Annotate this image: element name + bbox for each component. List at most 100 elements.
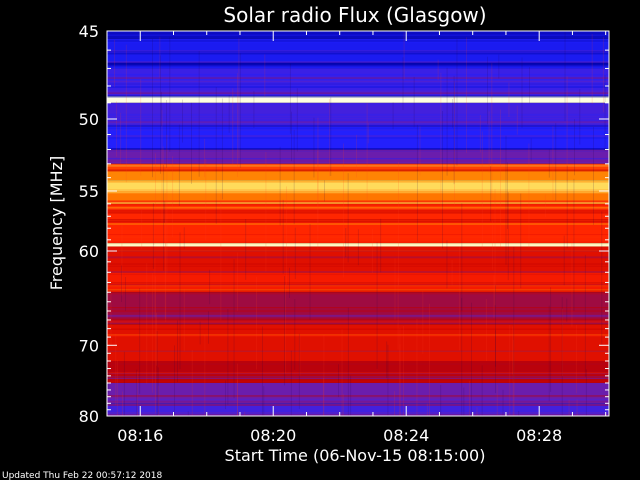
streak-v: [550, 287, 552, 392]
streak-v: [456, 39, 458, 166]
streak-h: [107, 64, 609, 66]
streak-v: [529, 67, 530, 104]
streak-v: [313, 117, 315, 178]
streak-v: [521, 57, 523, 128]
streak-h: [107, 328, 609, 330]
streak-v: [191, 102, 192, 184]
streak-v: [544, 194, 546, 218]
streak-v: [463, 387, 465, 416]
streak-v: [204, 334, 206, 416]
streak-v: [488, 111, 490, 173]
streak-v: [120, 112, 122, 166]
streak-v: [256, 276, 257, 370]
streak-v: [566, 298, 568, 322]
y-tick-label: 50: [79, 110, 99, 129]
streak-v: [165, 192, 167, 322]
streak-v: [261, 326, 263, 416]
streak-h: [107, 122, 609, 124]
streak-v: [220, 194, 222, 321]
streak-v: [422, 290, 424, 354]
streak-h: [107, 265, 609, 267]
streak-v: [507, 192, 509, 281]
x-tick-label: 08:24: [383, 426, 429, 445]
streak-v: [116, 360, 118, 416]
streak-v: [121, 265, 122, 302]
streak-v: [429, 303, 430, 416]
streak-v: [403, 32, 405, 80]
streak-v: [183, 288, 185, 352]
streak-h: [107, 401, 609, 403]
streak-h: [107, 371, 609, 373]
streak-h: [107, 335, 609, 337]
streak-v: [323, 334, 325, 416]
x-axis: 08:16 08:20 08:24 08:28: [117, 31, 607, 445]
streak-h: [107, 400, 609, 402]
streak-h: [107, 121, 609, 123]
streak-h: [107, 289, 609, 292]
streak-v: [426, 403, 428, 416]
streak-v: [209, 269, 211, 305]
heatmap-texture: [107, 31, 609, 416]
streak-h: [107, 120, 609, 122]
streak-v: [178, 124, 180, 207]
streak-h: [107, 52, 609, 55]
streak-v: [296, 88, 298, 152]
streak-v: [233, 259, 235, 399]
streak-v: [121, 222, 123, 296]
streak-v: [601, 211, 603, 346]
streak-h: [107, 78, 609, 81]
streak-v: [237, 252, 239, 311]
streak-v: [116, 101, 117, 157]
streak-v: [279, 146, 281, 226]
streak-v: [237, 73, 238, 177]
streak-h: [107, 350, 609, 352]
streak-v: [166, 100, 167, 168]
streak-v: [505, 135, 507, 265]
streak-v: [398, 161, 399, 286]
streak-v: [244, 411, 246, 416]
streak-v: [513, 319, 515, 416]
streak-v: [491, 220, 493, 270]
streak-v: [225, 380, 226, 410]
y-axis: 45 50 55 60 70 80: [79, 22, 609, 426]
streak-v: [309, 223, 311, 320]
streak-v: [290, 350, 292, 416]
streak-v: [289, 267, 290, 298]
streak-h: [107, 135, 609, 138]
streak-v: [163, 164, 165, 271]
streak-v: [397, 278, 399, 350]
plot-frame: [106, 30, 610, 417]
streak-h: [107, 129, 609, 131]
streak-v: [513, 246, 515, 383]
streak-v: [387, 344, 389, 416]
streak-v: [604, 75, 606, 152]
streak-h: [107, 246, 609, 248]
streak-v: [451, 99, 453, 128]
streak-v: [317, 117, 319, 232]
streak-h: [107, 169, 609, 172]
streak-v: [237, 363, 238, 416]
streak-v: [228, 95, 230, 133]
streak-h: [107, 317, 609, 319]
streak-h: [107, 263, 609, 266]
band-8: [107, 170, 609, 181]
streak-v: [566, 76, 568, 182]
streak-h: [107, 62, 609, 65]
streak-v: [253, 91, 255, 128]
streak-v: [564, 31, 566, 122]
streak-v: [416, 319, 418, 416]
streak-h: [107, 250, 609, 252]
streak-v: [199, 321, 201, 345]
streak-v: [568, 399, 570, 416]
streak-v: [151, 272, 153, 393]
streak-v: [563, 235, 565, 286]
streak-v: [162, 146, 164, 175]
streak-v: [221, 98, 223, 200]
streak-h: [107, 256, 609, 259]
streak-v: [419, 126, 421, 176]
streak-v: [380, 218, 382, 273]
band-7: [107, 163, 609, 171]
streak-v: [440, 384, 442, 416]
streak-h: [107, 220, 609, 223]
